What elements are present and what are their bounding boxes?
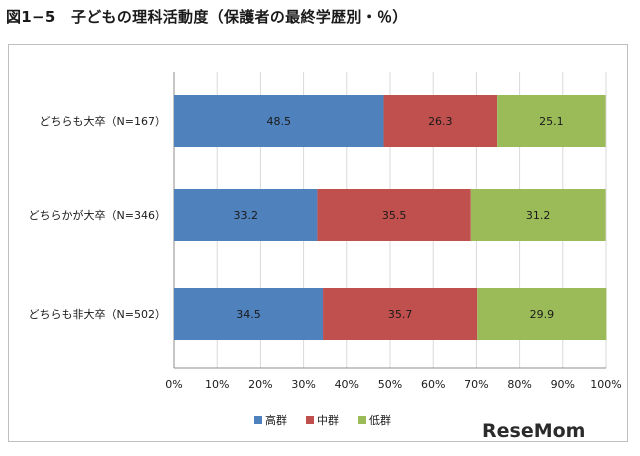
x-tick-label: 30% [291, 378, 315, 391]
x-tick-label: 40% [335, 378, 359, 391]
data-label: 29.9 [530, 308, 555, 321]
x-tick-label: 20% [248, 378, 272, 391]
category-label: どちらも非大卒（N=502） [29, 307, 166, 321]
bar-segment [470, 189, 606, 241]
x-tick-label: 60% [421, 378, 445, 391]
category-label: どちらも大卒（N=167） [40, 114, 166, 128]
data-label: 48.5 [267, 115, 292, 128]
legend-label: 中群 [317, 413, 339, 427]
x-tick-label: 10% [205, 378, 229, 391]
x-tick-label: 90% [551, 378, 575, 391]
data-label: 35.5 [382, 209, 407, 222]
bar-segment [317, 189, 471, 241]
legend-swatch [358, 416, 366, 424]
bar-segment [174, 95, 384, 147]
bar-segment [323, 288, 478, 340]
data-label: 33.2 [233, 209, 258, 222]
legend-label: 高群 [265, 413, 287, 427]
legend-swatch [254, 416, 262, 424]
bar-segment [477, 288, 607, 340]
logo-text: ReseMom [482, 420, 586, 442]
bar-segment [174, 189, 318, 241]
category-label: どちらかが大卒（N=346） [29, 208, 166, 222]
chart-title: 図1−5 子どもの理科活動度（保護者の最終学歴別・％） [6, 8, 408, 26]
data-label: 35.7 [388, 308, 413, 321]
bar-segment [383, 95, 498, 147]
data-label: 34.5 [236, 308, 261, 321]
x-tick-label: 70% [464, 378, 488, 391]
x-tick-label: 0% [165, 378, 182, 391]
bar-segment [497, 95, 606, 147]
x-tick-label: 80% [507, 378, 531, 391]
legend-label: 低群 [369, 413, 391, 427]
data-label: 26.3 [428, 115, 453, 128]
legend-swatch [306, 416, 314, 424]
data-label: 31.2 [526, 209, 551, 222]
x-tick-label: 100% [590, 378, 621, 391]
data-label: 25.1 [539, 115, 564, 128]
bar-segment [174, 288, 324, 340]
resemom-logo: ReseMom [482, 420, 585, 442]
x-tick-label: 50% [378, 378, 402, 391]
